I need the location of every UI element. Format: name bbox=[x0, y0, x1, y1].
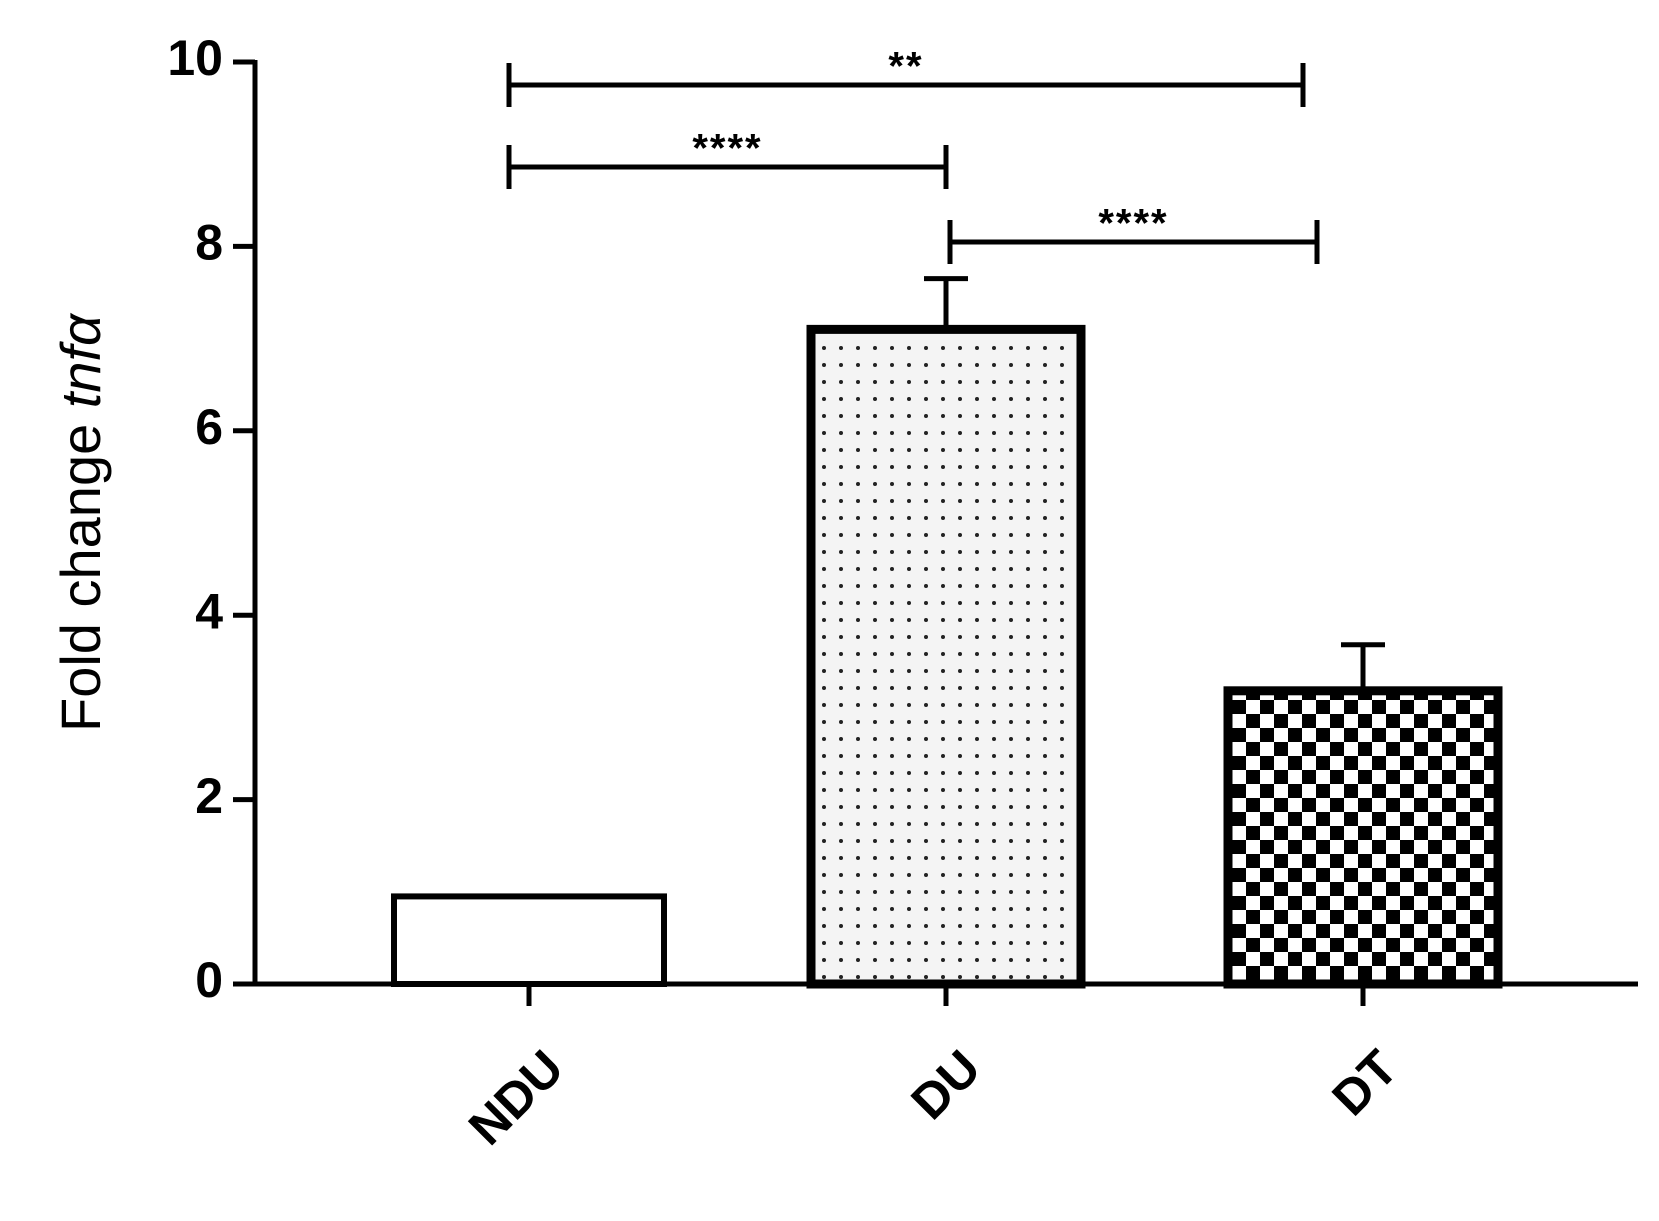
x-tick-label: NDU bbox=[458, 1040, 574, 1156]
y-tick-label: 8 bbox=[195, 215, 223, 271]
y-tick-label: 10 bbox=[167, 30, 223, 86]
significance-label: **** bbox=[692, 127, 762, 171]
significance-bracket: **** bbox=[506, 127, 949, 189]
significance-bracket: ** bbox=[506, 45, 1306, 107]
significance-label: ** bbox=[888, 45, 923, 89]
y-label-text: Fold change bbox=[49, 424, 112, 732]
significance-label: **** bbox=[1098, 202, 1168, 246]
bar bbox=[806, 324, 1086, 989]
significance-bracket: **** bbox=[947, 202, 1320, 264]
y-tick-label: 2 bbox=[195, 768, 223, 824]
x-tick-label: DT bbox=[1321, 1040, 1408, 1127]
bar bbox=[1223, 686, 1503, 989]
y-tick-label: 4 bbox=[195, 583, 223, 639]
y-label-gene: tnfα bbox=[49, 312, 112, 408]
y-tick-label: 6 bbox=[195, 399, 223, 455]
y-tick-label: 0 bbox=[195, 952, 223, 1008]
x-tick-label: DU bbox=[900, 1040, 991, 1131]
y-axis-label: Fold change tnfα bbox=[49, 312, 112, 732]
bar bbox=[391, 893, 667, 987]
